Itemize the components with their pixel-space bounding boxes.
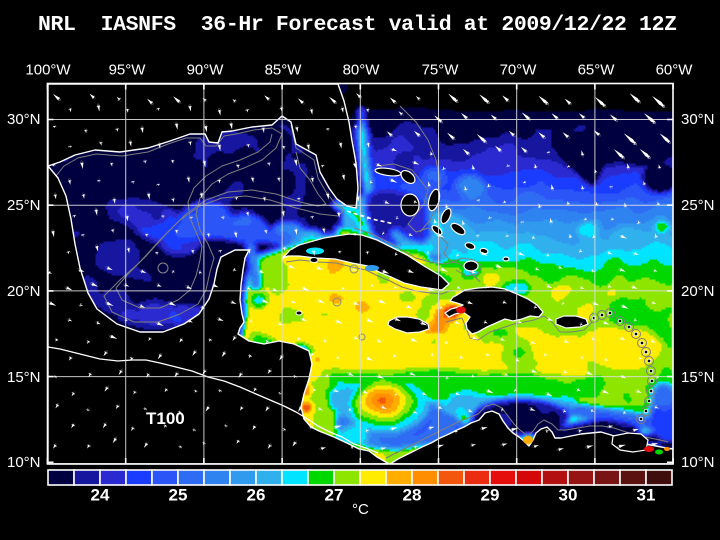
- svg-text:25°N: 25°N: [7, 197, 41, 214]
- svg-text:75°W: 75°W: [422, 62, 460, 79]
- svg-text:10°N: 10°N: [7, 454, 41, 471]
- svg-text:30: 30: [559, 486, 578, 505]
- svg-text:T100: T100: [146, 409, 185, 428]
- svg-text:24: 24: [91, 486, 110, 505]
- svg-text:29: 29: [481, 486, 500, 505]
- svg-text:25°N: 25°N: [681, 197, 715, 214]
- svg-text:26: 26: [247, 486, 266, 505]
- svg-text:85°W: 85°W: [265, 62, 303, 79]
- svg-text:15°N: 15°N: [7, 369, 41, 386]
- svg-text:100°W: 100°W: [25, 62, 71, 79]
- svg-text:27: 27: [325, 486, 344, 505]
- svg-text:95°W: 95°W: [109, 62, 147, 79]
- svg-text:31: 31: [637, 486, 656, 505]
- svg-text:NRL IASNFS 36-Hr Forecast va: NRL IASNFS 36-Hr Forecast valid at 2009/…: [38, 13, 677, 37]
- svg-text:90°W: 90°W: [187, 62, 225, 79]
- svg-text:15°N: 15°N: [681, 369, 715, 386]
- svg-text:20°N: 20°N: [681, 283, 715, 300]
- svg-text:65°W: 65°W: [578, 62, 616, 79]
- svg-text:30°N: 30°N: [7, 111, 41, 128]
- svg-text:30°N: 30°N: [681, 111, 715, 128]
- svg-text:70°W: 70°W: [500, 62, 538, 79]
- svg-text:80°W: 80°W: [343, 62, 381, 79]
- svg-text:°C: °C: [352, 501, 369, 518]
- svg-text:60°W: 60°W: [656, 62, 694, 79]
- svg-text:28: 28: [403, 486, 422, 505]
- svg-text:20°N: 20°N: [7, 283, 41, 300]
- svg-text:25: 25: [169, 486, 188, 505]
- svg-text:10°N: 10°N: [681, 454, 715, 471]
